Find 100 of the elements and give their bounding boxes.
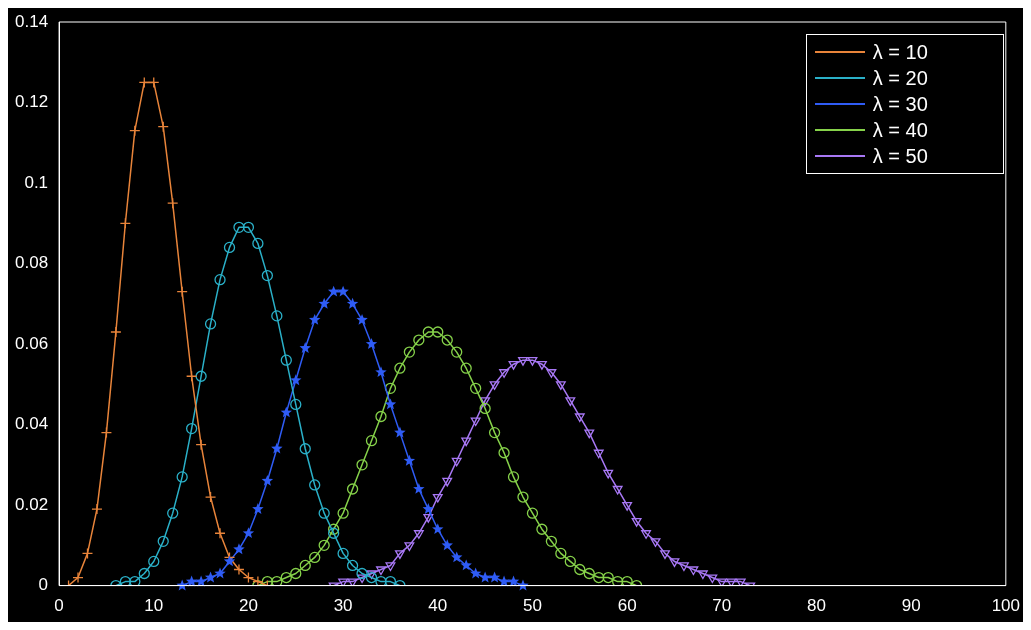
point: [167, 197, 179, 209]
point: [214, 527, 226, 539]
point: [451, 346, 463, 358]
x-tick-label: 10: [144, 596, 164, 616]
y-tick-label: 0.02: [14, 494, 49, 514]
point: [366, 570, 377, 580]
point: [375, 410, 387, 423]
point: [214, 274, 226, 286]
point: [309, 479, 321, 491]
point: [167, 507, 179, 519]
point: [499, 369, 510, 378]
legend-label: λ = 10: [872, 40, 928, 64]
y-tick-label: 0.04: [14, 414, 49, 434]
point: [309, 551, 321, 564]
point: [602, 571, 614, 584]
point: [527, 357, 538, 366]
x-tick-label: 90: [901, 596, 921, 616]
point: [536, 361, 547, 370]
x-tick-label: 40: [428, 596, 448, 616]
x-tick-label: 70: [712, 596, 732, 616]
point: [603, 469, 614, 479]
point: [318, 539, 330, 551]
y-tick-label: 0.08: [14, 253, 49, 273]
point: [441, 334, 453, 346]
point: [526, 507, 539, 519]
point: [337, 285, 349, 297]
point: [252, 575, 264, 586]
point: [157, 535, 169, 547]
point: [394, 550, 405, 560]
point: [735, 578, 746, 586]
point: [460, 362, 472, 374]
point: [621, 575, 633, 586]
y-tick-label: 0.06: [14, 333, 49, 353]
point: [309, 313, 321, 325]
point: [488, 426, 501, 439]
point: [394, 426, 406, 438]
x-tick-label: 0: [54, 596, 64, 616]
point: [271, 442, 283, 454]
point: [385, 562, 396, 572]
point: [138, 76, 150, 89]
point: [480, 397, 491, 407]
legend-label: λ = 50: [872, 144, 928, 168]
point: [726, 578, 737, 586]
point: [148, 76, 160, 89]
point: [223, 241, 236, 254]
point: [261, 474, 274, 486]
point: [375, 575, 387, 586]
point: [384, 575, 397, 586]
point: [584, 429, 595, 439]
point: [574, 413, 585, 423]
point: [365, 571, 378, 584]
point: [403, 346, 416, 358]
point: [498, 575, 510, 587]
point: [422, 326, 434, 338]
point: [338, 578, 349, 586]
point: [517, 491, 529, 503]
point: [593, 449, 604, 459]
point: [280, 354, 292, 366]
point: [403, 454, 416, 466]
point: [422, 503, 435, 514]
y-tick-label: 0.14: [14, 11, 49, 31]
x-tick-label: 60: [617, 596, 637, 616]
point: [507, 471, 520, 483]
point: [650, 538, 661, 547]
point: [195, 439, 207, 451]
x-tick-label: 20: [238, 596, 258, 616]
point: [346, 559, 359, 572]
point: [498, 447, 510, 459]
point: [261, 575, 274, 586]
point: [384, 398, 397, 410]
point: [583, 567, 595, 580]
point: [442, 477, 453, 487]
point: [432, 326, 444, 338]
point: [470, 417, 481, 427]
point: [100, 426, 113, 439]
point: [214, 567, 226, 579]
point: [612, 575, 624, 586]
point: [318, 297, 330, 309]
point: [356, 567, 368, 580]
point: [707, 574, 718, 584]
point: [469, 567, 482, 579]
point: [242, 221, 255, 233]
point: [688, 566, 699, 576]
point: [536, 523, 548, 535]
point: [233, 221, 245, 233]
point: [413, 482, 425, 494]
point: [479, 402, 491, 415]
point: [365, 338, 378, 349]
point: [280, 406, 293, 418]
point: [110, 326, 122, 338]
point: [641, 530, 652, 539]
point: [233, 543, 245, 555]
point: [299, 559, 311, 572]
point: [593, 571, 605, 584]
point: [327, 285, 340, 297]
point: [195, 370, 207, 382]
point: [432, 493, 443, 503]
y-tick-label: 0.12: [14, 92, 49, 112]
point: [555, 381, 566, 390]
point: [488, 571, 501, 583]
